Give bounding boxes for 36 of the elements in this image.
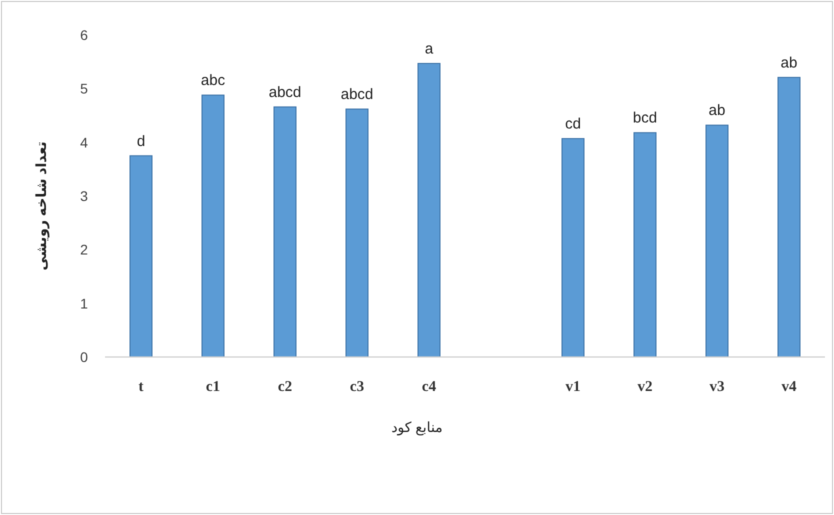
data-label: abcd	[268, 84, 302, 101]
x-tick-label: v4	[782, 379, 797, 395]
y-tick-label: 4	[80, 134, 88, 150]
bar	[274, 106, 296, 358]
data-label: abcd	[340, 86, 374, 104]
x-tick-label: c1	[206, 379, 220, 395]
y-tick-label: 1	[80, 295, 88, 312]
data-label: cd	[565, 116, 581, 133]
bar	[202, 94, 224, 358]
y-tick-label: 0	[80, 349, 88, 365]
bar	[418, 62, 440, 358]
x-tick-label: c4	[422, 379, 437, 395]
bar	[634, 132, 656, 358]
y-tick-label: 2	[80, 242, 88, 258]
data-label: ab	[780, 54, 798, 72]
y-tick-label: 3	[80, 188, 88, 204]
bar	[562, 138, 584, 358]
bar	[346, 108, 368, 358]
x-axis-title: منابع کود	[391, 419, 443, 436]
x-tick-label: c3	[350, 379, 364, 395]
data-label: ab	[708, 102, 726, 120]
data-label: bcd	[632, 110, 658, 127]
x-tick-label: v3	[710, 379, 724, 395]
bar	[130, 155, 152, 358]
x-tick-label: t	[138, 379, 144, 395]
x-tick-label: c2	[278, 379, 292, 395]
y-axis-title: تعداد شاخه رویشی	[33, 141, 50, 271]
data-label: abc	[200, 72, 226, 90]
bar	[706, 124, 728, 358]
data-label: a	[424, 40, 434, 58]
bar	[778, 76, 800, 358]
x-tick-label: v2	[638, 379, 652, 395]
y-tick-label: 6	[80, 27, 88, 43]
x-tick-label: v1	[566, 379, 580, 395]
y-tick-label: 5	[80, 80, 88, 97]
data-label: d	[136, 132, 146, 150]
